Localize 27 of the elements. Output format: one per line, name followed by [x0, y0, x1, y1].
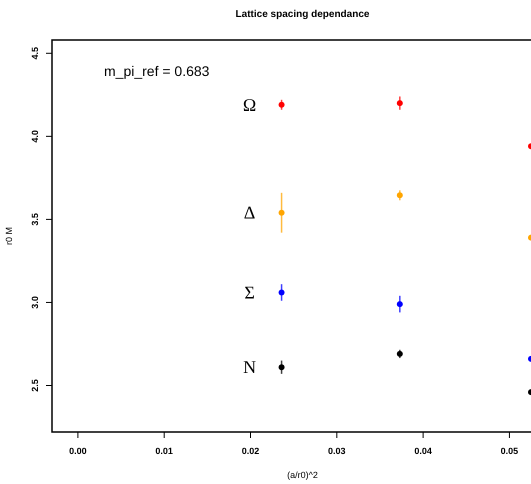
y-tick-label: 4.5 — [30, 47, 40, 60]
point — [278, 210, 285, 216]
x-tick-label: 0.00 — [69, 446, 87, 456]
y-tick-label: 4.0 — [30, 130, 40, 143]
y-axis-title: r0 M — [4, 227, 14, 245]
chart-title: Lattice spacing dependance — [236, 9, 370, 20]
point — [396, 100, 403, 106]
point — [278, 102, 285, 108]
point — [396, 350, 403, 357]
x-tick-label: 0.02 — [242, 446, 260, 456]
annotation: m_pi_ref = 0.683 — [104, 63, 210, 79]
point — [396, 301, 403, 308]
x-axis-title: (a/r0)^2 — [287, 470, 318, 480]
series-label: N — [243, 357, 256, 378]
series-label: Σ — [244, 282, 255, 302]
x-tick-label: 0.01 — [155, 446, 173, 456]
y-tick-label: 3.0 — [30, 296, 40, 309]
x-tick-label: 0.04 — [414, 446, 432, 456]
x-tick-label: 0.05 — [500, 446, 518, 456]
point — [396, 192, 403, 198]
series-label: Ω — [242, 94, 256, 115]
y-tick-label: 3.5 — [30, 213, 40, 226]
point — [278, 364, 285, 370]
x-tick-label: 0.03 — [328, 446, 346, 456]
point — [278, 289, 285, 296]
y-tick-label: 2.5 — [30, 379, 40, 392]
series-label: Δ — [244, 202, 256, 223]
